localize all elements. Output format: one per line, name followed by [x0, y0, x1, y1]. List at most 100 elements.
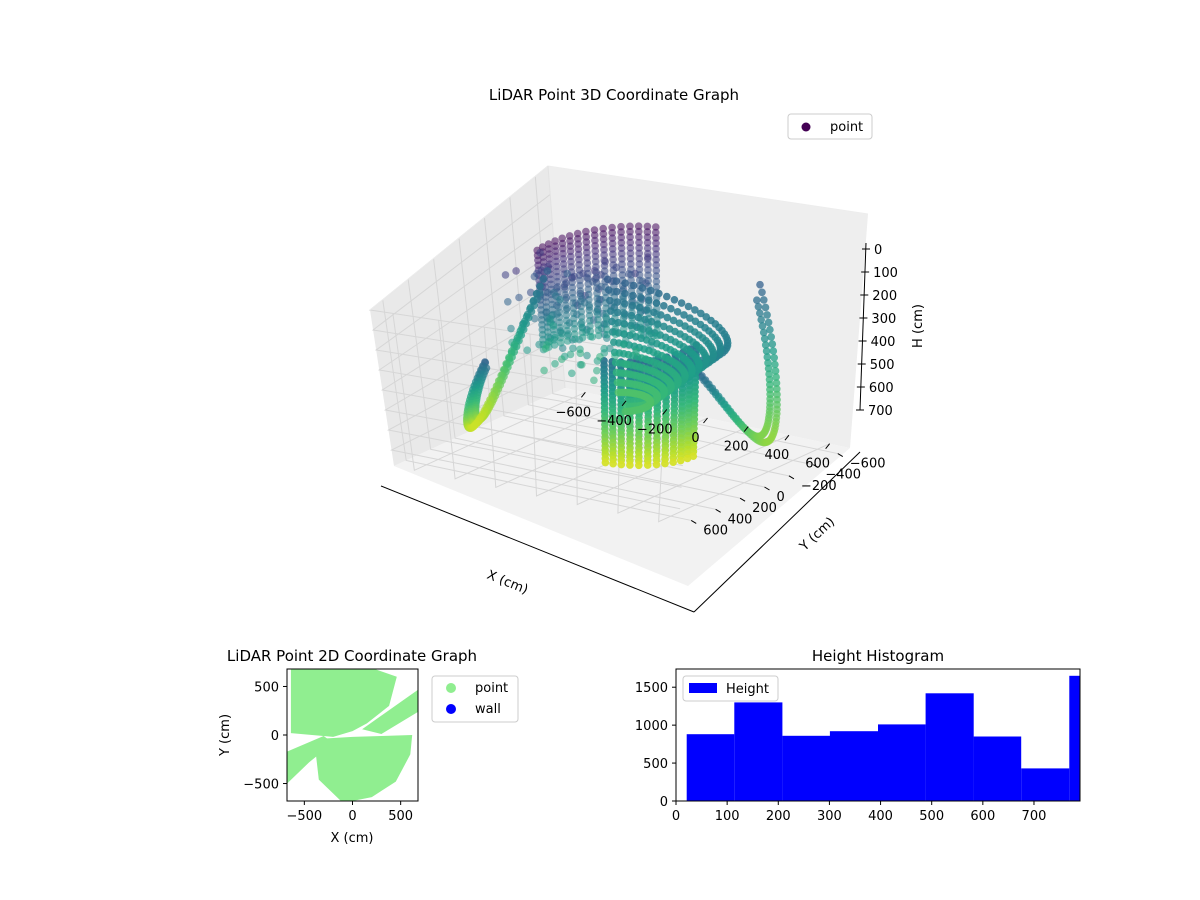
chart-3d-point	[620, 330, 628, 338]
chart-3d-point	[652, 223, 660, 231]
chart-2d-legend-label-point: point	[475, 681, 508, 696]
chart-3d-point	[594, 331, 603, 340]
chart-2d-x-axis-label: X (cm)	[331, 831, 374, 846]
chart-3d-point	[626, 249, 635, 258]
chart-2d-legend: point wall	[431, 675, 519, 723]
histogram-y-tick-label-1: 500	[643, 757, 668, 772]
chart-3d-point	[609, 250, 617, 258]
chart-2d-legend-marker-point	[446, 683, 456, 693]
chart-3d-grid-x-1	[438, 320, 627, 480]
chart-3d-point	[632, 301, 641, 310]
chart-3d-legend-marker	[801, 122, 811, 132]
chart-3d-point	[635, 254, 644, 263]
chart-3d-x-axis-line	[380, 485, 695, 613]
chart-3d-x-tick-label-2: −200	[637, 422, 673, 437]
chart-3d-point	[512, 267, 520, 275]
chart-3d-point	[600, 251, 608, 259]
chart-3d-point	[663, 292, 671, 301]
chart-3d-point	[652, 245, 660, 253]
chart-3d-point	[596, 353, 604, 361]
chart-3d-z-tick-label-5: 500	[870, 358, 895, 373]
chart-3d-point	[592, 263, 600, 271]
chart-3d-point	[626, 222, 634, 231]
chart-3d-point	[689, 452, 698, 461]
chart-3d-point	[628, 330, 637, 338]
chart-3d-grid-z-4	[380, 279, 685, 445]
chart-3d-point	[652, 234, 660, 242]
chart-3d-ticks: −600−400−20002004006006004002000−200−400…	[555, 243, 897, 538]
chart-3d-point	[635, 249, 643, 258]
chart-3d-point	[627, 260, 635, 268]
chart-3d-point	[673, 308, 682, 316]
chart-3d-point	[592, 308, 601, 316]
chart-3d-point	[758, 288, 766, 297]
histogram-x-tick-label-7: 700	[1022, 809, 1047, 824]
chart-2d-cloud-upper	[290, 669, 397, 737]
chart-3d-point	[594, 321, 602, 329]
chart-3d-point	[765, 370, 773, 378]
chart-3d-point	[610, 298, 619, 307]
chart-3d-point	[609, 255, 617, 264]
chart-2d-legend-label-wall: wall	[475, 702, 501, 717]
chart-3d-point	[627, 271, 635, 279]
chart-3d-point	[635, 265, 644, 274]
chart-3d-title: LiDAR Point 3D Coordinate Graph	[489, 86, 739, 104]
chart-3d-point	[619, 314, 628, 322]
chart-3d-point	[602, 320, 611, 328]
chart-3d-point	[629, 291, 637, 300]
chart-3d-point	[722, 333, 730, 341]
chart-3d-point	[600, 246, 608, 254]
chart-3d-point	[644, 309, 653, 318]
chart-3d-point	[608, 229, 616, 237]
chart-3d-point	[576, 349, 585, 358]
chart-3d-point	[644, 271, 652, 280]
chart-3d-x-tick-0	[580, 391, 586, 398]
chart-3d-point	[652, 283, 661, 291]
chart-3d-point	[593, 294, 601, 303]
chart-3d-point	[523, 346, 531, 355]
chart-3d-point	[635, 244, 643, 252]
chart-3d-grid-x-0	[392, 313, 586, 472]
chart-3d-point	[611, 325, 620, 333]
chart-3d-point	[763, 311, 771, 319]
chart-3d-z-axis-line	[859, 242, 867, 411]
chart-3d-point	[652, 277, 661, 286]
chart-3d-point	[510, 340, 519, 349]
chart-3d-point	[620, 324, 628, 333]
chart-3d-point	[694, 357, 702, 365]
chart-3d-point	[611, 352, 619, 361]
chart-3d-point	[757, 315, 765, 324]
chart-3d-point	[644, 298, 653, 307]
chart-3d-y-tick-1	[715, 508, 721, 513]
chart-3d-y-tick-label-2: 200	[752, 501, 777, 516]
chart-2d-point-cloud	[287, 669, 418, 801]
chart-3d-point	[608, 234, 617, 242]
chart-2d-x-tick-label-0: −500	[286, 809, 322, 824]
histogram-legend-swatch	[689, 683, 717, 693]
chart-3d-point	[769, 347, 778, 355]
chart-3d-point	[643, 461, 652, 469]
chart-3d-point	[603, 275, 612, 284]
chart-3d-point	[628, 324, 637, 333]
chart-3d-x-tick-label-4: 200	[724, 440, 749, 455]
chart-3d-point	[590, 231, 599, 239]
chart-3d-point	[591, 252, 600, 261]
chart-3d-z-axis-label: H (cm)	[911, 304, 926, 348]
chart-3d-point	[569, 344, 577, 353]
chart-3d-point	[617, 244, 626, 252]
chart-3d-point	[772, 379, 781, 387]
chart-3d-point	[571, 335, 579, 344]
chart-3d-point	[632, 348, 640, 356]
chart-3d-point	[603, 330, 611, 339]
chart-3d-point	[626, 461, 634, 469]
chart-3d-point	[597, 282, 605, 291]
chart-3d-point	[583, 351, 591, 360]
chart-3d-floor-pane	[394, 388, 850, 586]
chart-2d: LiDAR Point 2D Coordinate Graph −500 0 500…	[218, 647, 519, 846]
chart-3d-legend: point	[787, 113, 873, 140]
chart-3d-point	[653, 332, 661, 340]
chart-3d-point	[626, 233, 634, 241]
chart-3d-point	[590, 376, 598, 385]
chart-3d-point	[645, 325, 653, 334]
chart-3d-y-tick-6	[837, 453, 844, 458]
